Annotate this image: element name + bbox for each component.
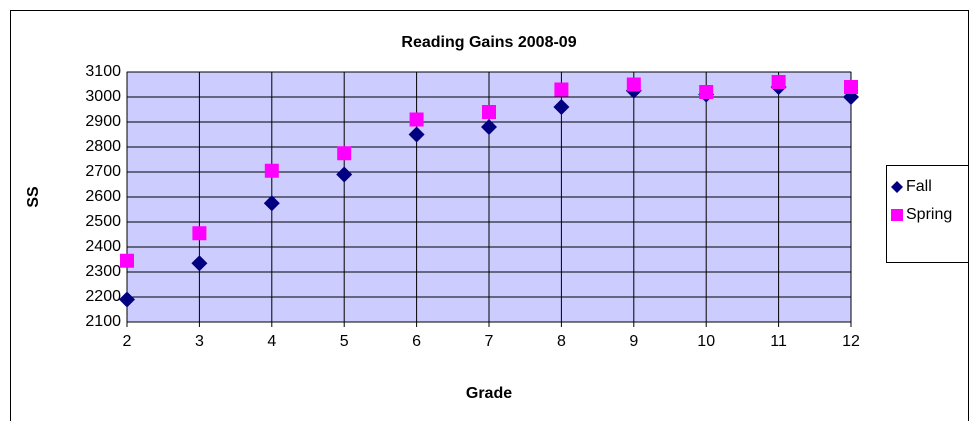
y-tick-label: 3000	[85, 88, 121, 105]
x-tick-label: 8	[557, 333, 566, 350]
square-marker	[699, 85, 714, 99]
diamond-marker	[336, 166, 353, 183]
square-marker	[554, 82, 569, 97]
x-tick-label: 11	[770, 333, 787, 350]
x-tick-label: 12	[842, 333, 860, 350]
square-marker	[626, 77, 641, 92]
x-tick-label: 6	[412, 333, 421, 350]
y-tick-label: 2100	[85, 313, 121, 330]
y-tick-label: 2900	[85, 113, 121, 130]
square-marker	[120, 253, 134, 268]
square-marker	[771, 75, 786, 89]
diamond-marker	[481, 119, 497, 135]
y-tick-label: 2500	[85, 213, 121, 230]
x-tick-label: 4	[267, 333, 276, 350]
y-tick-label: 2600	[85, 188, 121, 205]
chart-title: Reading Gains 2008-09	[401, 34, 576, 51]
legend-marker	[891, 209, 903, 221]
square-marker	[192, 226, 207, 241]
y-tick-label: 3100	[85, 63, 121, 80]
square-marker	[337, 146, 352, 161]
x-tick-label: 7	[485, 333, 494, 350]
y-tick-label: 2700	[85, 163, 121, 180]
x-axis-label: Grade	[466, 385, 512, 402]
diamond-marker	[553, 99, 570, 115]
y-tick-label: 2200	[85, 288, 121, 305]
square-marker	[264, 163, 279, 178]
y-tick-label: 2800	[85, 138, 121, 155]
y-tick-label: 2300	[85, 263, 121, 280]
square-marker	[844, 80, 858, 94]
legend-label: Spring	[906, 206, 952, 223]
square-marker	[409, 112, 424, 127]
y-axis-label: SS	[25, 186, 42, 208]
diamond-marker	[263, 195, 280, 212]
diamond-marker	[408, 126, 425, 143]
x-tick-label: 10	[697, 333, 715, 350]
legend-label: Fall	[906, 178, 932, 195]
x-tick-label: 9	[629, 333, 638, 350]
diamond-marker	[191, 255, 208, 272]
square-marker	[482, 105, 496, 119]
x-tick-label: 5	[340, 333, 349, 350]
diamond-marker	[119, 291, 135, 308]
x-tick-label: 3	[195, 333, 204, 350]
x-tick-label: 2	[123, 333, 132, 350]
legend-marker	[891, 181, 903, 193]
y-tick-label: 2400	[85, 238, 121, 255]
